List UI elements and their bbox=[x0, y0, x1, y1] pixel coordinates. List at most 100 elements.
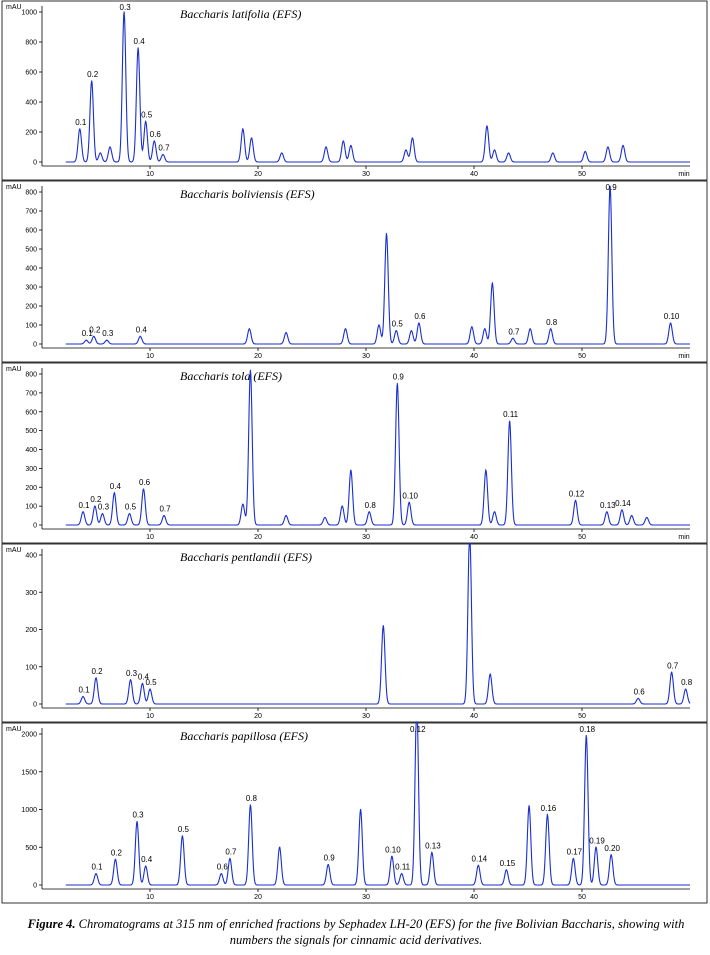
x-tick-label: 40 bbox=[470, 894, 478, 901]
chromatogram-trace bbox=[65, 12, 690, 163]
peak-label: 0.4 bbox=[136, 325, 148, 334]
peak-apex bbox=[139, 335, 141, 337]
peak-apex bbox=[411, 137, 414, 139]
y-tick-label: 400 bbox=[25, 266, 37, 273]
x-axis-label: min bbox=[678, 534, 689, 541]
peak-apex bbox=[229, 857, 231, 860]
peak-label: 0.1 bbox=[78, 686, 90, 695]
y-tick-label: 0 bbox=[33, 523, 37, 530]
peak-apex bbox=[486, 125, 488, 127]
peak-apex bbox=[250, 137, 253, 139]
peak-apex bbox=[249, 369, 252, 371]
peak-label: 0.9 bbox=[606, 183, 618, 192]
x-tick-label: 50 bbox=[578, 713, 586, 720]
peak-label: 0.1 bbox=[78, 501, 90, 510]
chromatogram-panel-4: mAU 0 100 200 300 400 10 20 30 40 50 Baccharis pent… bbox=[1, 542, 708, 723]
x-tick-label: 10 bbox=[146, 894, 154, 901]
x-tick-label: 20 bbox=[254, 353, 262, 360]
peak-apex bbox=[471, 326, 473, 328]
peak-apex bbox=[162, 153, 164, 156]
peak-apex bbox=[285, 332, 287, 334]
y-tick-label: 400 bbox=[25, 100, 37, 107]
peak-label: 0.4 bbox=[134, 37, 146, 46]
y-axis-label: mAU bbox=[6, 4, 22, 11]
y-tick-label: 200 bbox=[25, 627, 37, 634]
x-tick-label: 40 bbox=[470, 353, 478, 360]
peak-apex bbox=[529, 328, 531, 330]
peak-apex bbox=[610, 854, 612, 856]
peak-label: 0.2 bbox=[91, 667, 103, 676]
x-tick-label: 40 bbox=[470, 534, 478, 541]
peak-label: 0.2 bbox=[90, 495, 102, 504]
peak-apex bbox=[405, 149, 407, 151]
peak-label: 0.10 bbox=[664, 312, 680, 321]
peak-apex bbox=[368, 511, 370, 513]
y-tick-label: 800 bbox=[25, 372, 37, 379]
x-tick-label: 10 bbox=[146, 171, 154, 178]
peak-apex bbox=[93, 335, 95, 337]
peak-label: 0.10 bbox=[385, 845, 401, 854]
peak-apex bbox=[382, 625, 384, 627]
x-tick-label: 40 bbox=[470, 171, 478, 178]
peak-apex bbox=[281, 152, 283, 154]
peak-apex bbox=[248, 328, 250, 330]
peak-apex bbox=[249, 804, 252, 806]
panel-frame bbox=[1, 543, 708, 723]
x-tick-label: 30 bbox=[362, 353, 370, 360]
y-axis-label: mAU bbox=[6, 726, 22, 733]
x-tick-label: 20 bbox=[254, 171, 262, 178]
peak-label: 0.2 bbox=[89, 325, 101, 334]
y-tick-label: 100 bbox=[25, 323, 37, 330]
peak-apex bbox=[685, 688, 687, 690]
peak-apex bbox=[550, 328, 552, 330]
peak-label: 0.15 bbox=[500, 859, 516, 868]
peak-apex bbox=[324, 516, 326, 519]
peak-apex bbox=[484, 328, 486, 330]
chromatogram-panel-1: mAU 0 200 400 600 800 1000 10 20 30 40 50 min Bacchar… bbox=[1, 0, 708, 181]
chromatogram-trace bbox=[65, 370, 690, 526]
peak-apex bbox=[145, 120, 147, 123]
peak-apex bbox=[595, 846, 597, 848]
y-tick-label: 500 bbox=[25, 845, 37, 852]
peak-apex bbox=[350, 144, 352, 147]
peak-apex bbox=[621, 509, 623, 511]
peak-apex bbox=[220, 873, 222, 875]
peak-label: 0.3 bbox=[98, 503, 110, 512]
y-tick-label: 700 bbox=[25, 209, 37, 216]
x-tick-label: 10 bbox=[146, 713, 154, 720]
x-tick-label: 20 bbox=[254, 713, 262, 720]
x-tick-label: 50 bbox=[578, 353, 586, 360]
peak-label: 0.9 bbox=[324, 854, 336, 863]
peak-label: 0.8 bbox=[246, 794, 258, 803]
peak-apex bbox=[572, 857, 574, 860]
y-tick-label: 0 bbox=[33, 702, 37, 709]
chromatogram-trace bbox=[65, 721, 690, 886]
peak-label: 0.19 bbox=[589, 836, 605, 845]
peak-label: 0.5 bbox=[392, 320, 404, 329]
peak-label: 0.4 bbox=[138, 673, 150, 682]
y-tick-label: 200 bbox=[25, 130, 37, 137]
peak-apex bbox=[341, 505, 343, 507]
peak-apex bbox=[123, 11, 125, 13]
peak-apex bbox=[671, 671, 673, 673]
peak-label: 0.20 bbox=[604, 844, 620, 853]
y-tick-label: 500 bbox=[25, 247, 37, 254]
y-axis-label: mAU bbox=[6, 547, 22, 554]
peak-apex bbox=[128, 513, 131, 515]
x-tick-label: 30 bbox=[362, 534, 370, 541]
peak-apex bbox=[431, 851, 433, 854]
peak-apex bbox=[95, 677, 97, 679]
peak-label: 0.4 bbox=[110, 482, 122, 491]
peak-label: 0.2 bbox=[87, 70, 99, 79]
peak-label: 0.3 bbox=[132, 811, 144, 820]
peak-apex bbox=[485, 469, 487, 471]
peak-apex bbox=[114, 858, 117, 860]
peak-label: 0.14 bbox=[615, 499, 631, 508]
peak-label: 0.6 bbox=[217, 863, 229, 872]
y-tick-label: 0 bbox=[33, 160, 37, 167]
peak-apex bbox=[489, 673, 491, 675]
peak-label: 0.3 bbox=[102, 329, 114, 338]
x-tick-label: 40 bbox=[470, 713, 478, 720]
peak-apex bbox=[95, 873, 97, 875]
chromatogram-panel-3: mAU 0 100 200 300 400 500 600 700 800 10 20 30 40 50 mi… bbox=[1, 362, 708, 544]
